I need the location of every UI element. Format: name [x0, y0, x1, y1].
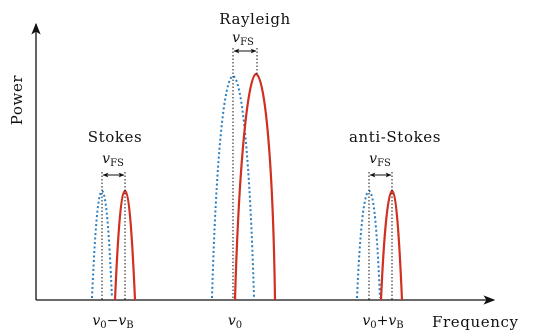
stokes-label: Stokes	[88, 128, 143, 146]
x-tick-v0: v0	[228, 313, 242, 331]
x-tick-v0-minus-vb: v0−vB	[92, 313, 133, 331]
stokes-shift-label: vFS	[102, 151, 124, 169]
rayleigh-shift-label: vFS	[232, 30, 254, 48]
x-axis-label: Frequency	[432, 313, 519, 331]
rayleigh-shifted-curve	[233, 72, 277, 301]
y-axis-label: Power	[8, 75, 26, 126]
rayleigh-label: Rayleigh	[219, 10, 291, 28]
stokes-reference-curve	[91, 189, 113, 299]
anti-stokes-label: anti-Stokes	[349, 128, 441, 146]
anti-stokes-shift-label: vFS	[369, 151, 391, 169]
x-tick-v0-plus-vb: v0+vB	[362, 313, 403, 331]
